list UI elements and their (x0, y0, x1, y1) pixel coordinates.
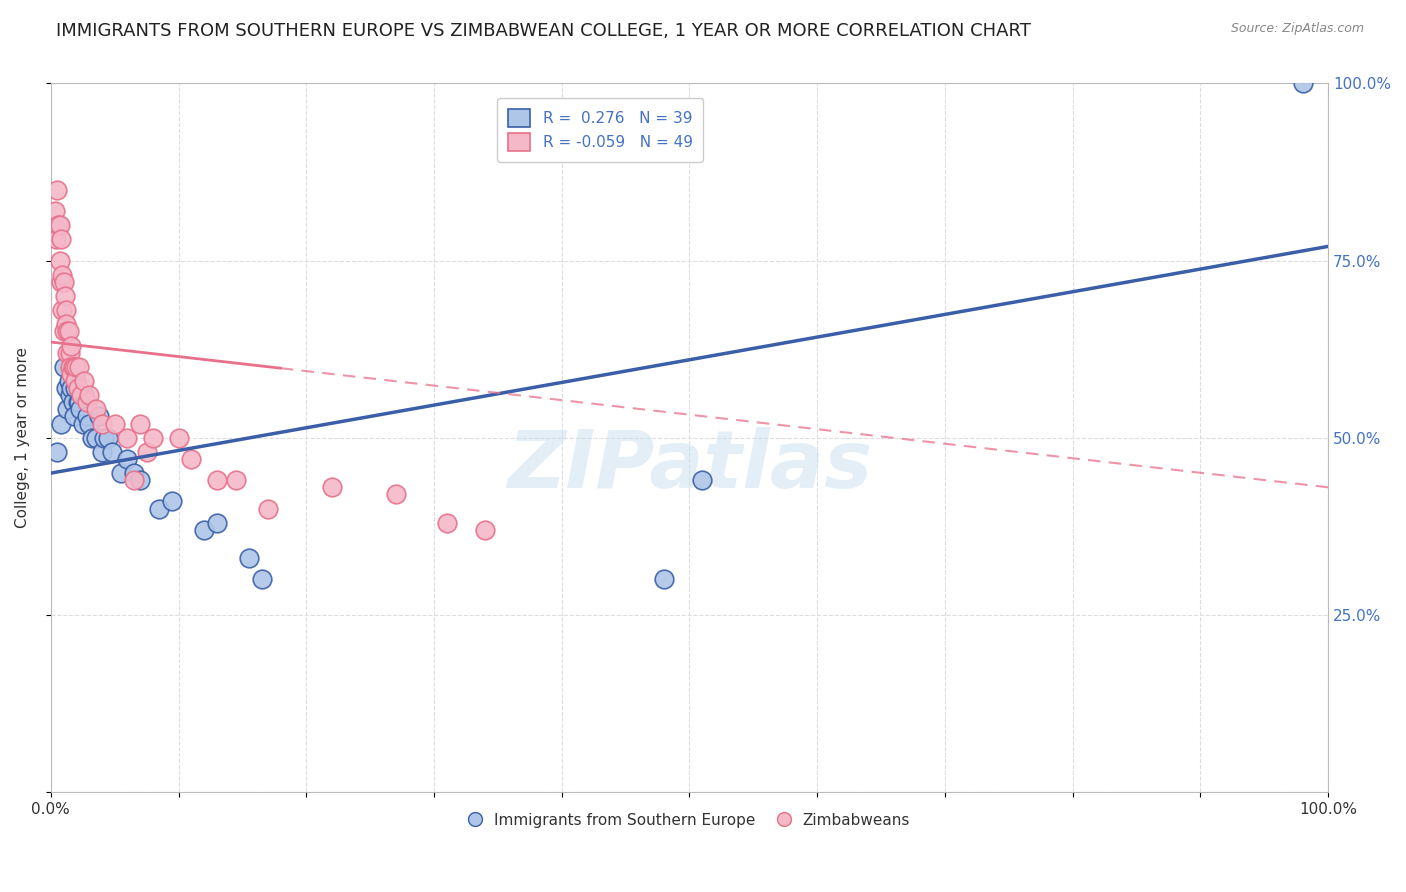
Point (59, 345, 82, 359)
Point (77, 417, 100, 431)
Point (97, 431, 120, 445)
Point (122, 466, 145, 480)
Point (59, 388, 82, 402)
Point (77, 388, 100, 402)
Point (49, 232, 72, 246)
Point (63, 374, 86, 388)
Point (60, 367, 83, 381)
Point (52, 325, 75, 339)
Point (49, 218, 72, 232)
Point (76, 395, 98, 409)
Point (148, 501, 170, 516)
Point (193, 523, 215, 537)
Point (90, 417, 112, 431)
Point (44, 204, 66, 219)
Point (59, 359, 82, 374)
Point (66, 395, 89, 409)
Point (62, 395, 84, 409)
Point (84, 402, 107, 417)
Point (52, 359, 75, 374)
Point (48, 218, 70, 232)
Point (49, 253, 72, 268)
Point (63, 359, 86, 374)
Point (73, 388, 96, 402)
Point (67, 359, 90, 374)
Point (135, 445, 157, 459)
Text: Source: ZipAtlas.com: Source: ZipAtlas.com (1230, 22, 1364, 36)
Point (110, 466, 132, 480)
Point (129, 473, 152, 487)
Point (53, 289, 76, 303)
Point (89, 409, 111, 424)
Text: IMMIGRANTS FROM SOUTHERN EUROPE VS ZIMBABWEAN COLLEGE, 1 YEAR OR MORE CORRELATIO: IMMIGRANTS FROM SOUTHERN EUROPE VS ZIMBA… (56, 22, 1031, 40)
Point (205, 516, 228, 530)
Point (56, 402, 79, 417)
Point (46, 445, 69, 459)
Point (67, 395, 90, 409)
Point (384, 487, 406, 501)
Point (51, 303, 73, 318)
Point (58, 325, 80, 339)
Point (56, 325, 79, 339)
Point (652, 573, 675, 587)
Point (55, 303, 77, 318)
Point (49, 275, 72, 289)
Legend: Immigrants from Southern Europe, Zimbabweans: Immigrants from Southern Europe, Zimbabw… (463, 806, 915, 834)
Point (70, 388, 93, 402)
Point (65, 359, 87, 374)
Point (49, 417, 72, 431)
Point (60, 338, 83, 352)
Point (142, 431, 165, 445)
Point (1291, 77, 1313, 91)
Point (63, 381, 86, 395)
Point (69, 402, 91, 417)
Point (56, 345, 79, 359)
Point (45, 232, 67, 246)
Point (122, 473, 145, 487)
Point (104, 417, 127, 431)
Point (205, 473, 228, 487)
Point (129, 417, 152, 431)
Point (62, 359, 84, 374)
Point (436, 516, 458, 530)
Point (180, 452, 202, 467)
Point (117, 431, 139, 445)
Point (63, 409, 86, 424)
Point (690, 473, 713, 487)
Point (55, 318, 77, 332)
Point (51, 268, 73, 282)
Point (160, 494, 183, 508)
Point (474, 523, 496, 537)
Point (58, 374, 80, 388)
Point (60, 381, 83, 395)
Point (321, 480, 343, 494)
Point (66, 381, 89, 395)
Point (101, 445, 124, 459)
Point (55, 381, 77, 395)
Point (257, 501, 280, 516)
Y-axis label: College, 1 year or more: College, 1 year or more (15, 347, 30, 528)
Point (93, 431, 115, 445)
Point (225, 473, 247, 487)
Point (46, 183, 69, 197)
Text: ZIPatlas: ZIPatlas (508, 427, 872, 505)
Point (117, 452, 139, 467)
Point (84, 431, 107, 445)
Point (167, 431, 190, 445)
Point (238, 551, 260, 566)
Point (90, 445, 112, 459)
Point (250, 573, 273, 587)
Point (73, 374, 96, 388)
Point (72, 417, 94, 431)
Point (76, 409, 98, 424)
Point (80, 431, 103, 445)
Point (52, 275, 75, 289)
Point (65, 374, 87, 388)
